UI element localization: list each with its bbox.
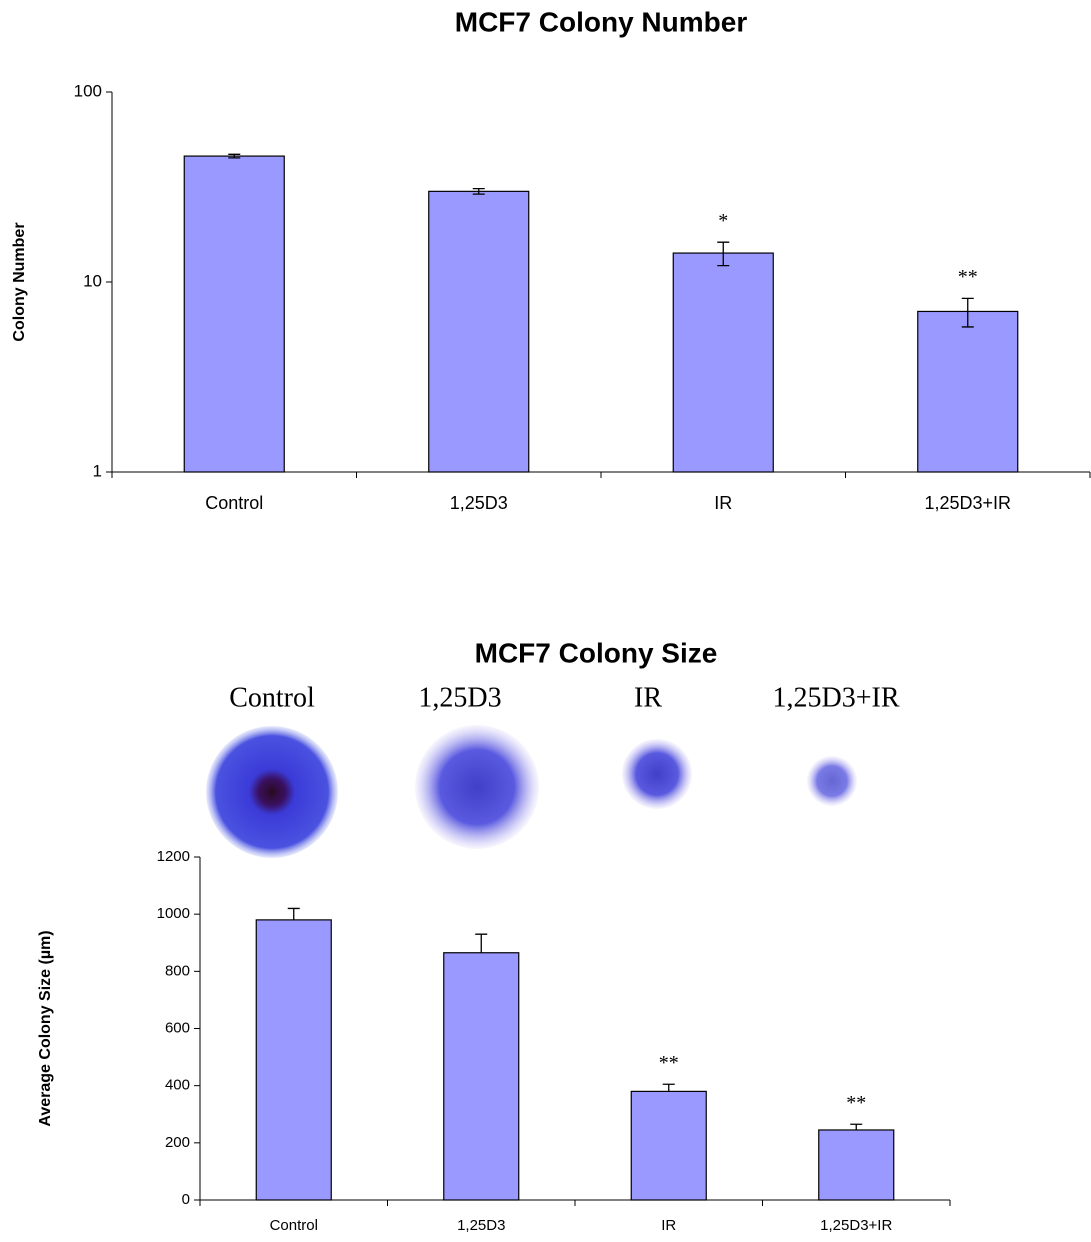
colony-image	[622, 739, 692, 809]
significance-marker: **	[846, 1092, 866, 1114]
figure: MCF7 Colony Number Colony Number 1 10 100 Con…	[0, 0, 1091, 1237]
colony-image	[807, 756, 857, 806]
bar	[256, 920, 331, 1200]
y-axis-label: Average Colony Size (µm)	[37, 930, 54, 1126]
x-tick-label: 1,25D3	[457, 1217, 505, 1234]
bar	[444, 953, 519, 1200]
image-label: 1,25D3	[418, 682, 501, 713]
x-tick-label: 1,25D3+IR	[924, 493, 1011, 513]
error-bar	[850, 1124, 862, 1130]
bar	[429, 191, 529, 472]
significance-marker: *	[718, 210, 728, 232]
y-axis-label: Colony Number	[11, 222, 28, 341]
y-tick-label: 10	[83, 271, 102, 290]
bar	[184, 156, 284, 472]
bar	[918, 311, 1018, 472]
image-label: 1,25D3+IR	[772, 682, 899, 713]
x-tick-label: 1,25D3+IR	[820, 1217, 892, 1234]
x-tick-label: IR	[714, 493, 732, 513]
y-tick-label: 600	[165, 1019, 190, 1036]
colony-images	[206, 725, 857, 858]
y-tick-label: 200	[165, 1134, 190, 1151]
image-label: Control	[229, 682, 315, 713]
x-tick-label: Control	[270, 1217, 318, 1234]
error-bar	[288, 908, 300, 919]
image-label: IR	[634, 682, 662, 713]
chart-title: MCF7 Colony Size	[475, 637, 718, 668]
y-tick-label: 0	[182, 1191, 190, 1208]
chart-title: MCF7 Colony Number	[455, 6, 748, 37]
y-tick-label: 1200	[157, 848, 190, 865]
y-tick-label: 400	[165, 1077, 190, 1094]
x-tick-label: 1,25D3	[450, 493, 508, 513]
colony-image	[206, 726, 338, 858]
y-tick-label: 800	[165, 962, 190, 979]
error-bar	[475, 934, 487, 953]
x-tick-label: IR	[661, 1217, 676, 1234]
significance-marker: **	[659, 1052, 679, 1074]
significance-marker: **	[958, 266, 978, 288]
x-tick-label: Control	[205, 493, 263, 513]
bar	[673, 253, 773, 472]
y-tick-label: 1	[93, 461, 102, 480]
y-tick-label: 100	[74, 81, 102, 100]
bar	[631, 1091, 706, 1200]
bar	[819, 1130, 894, 1200]
colony-image	[415, 725, 539, 849]
y-tick-label: 1000	[157, 905, 190, 922]
error-bar	[663, 1084, 675, 1091]
